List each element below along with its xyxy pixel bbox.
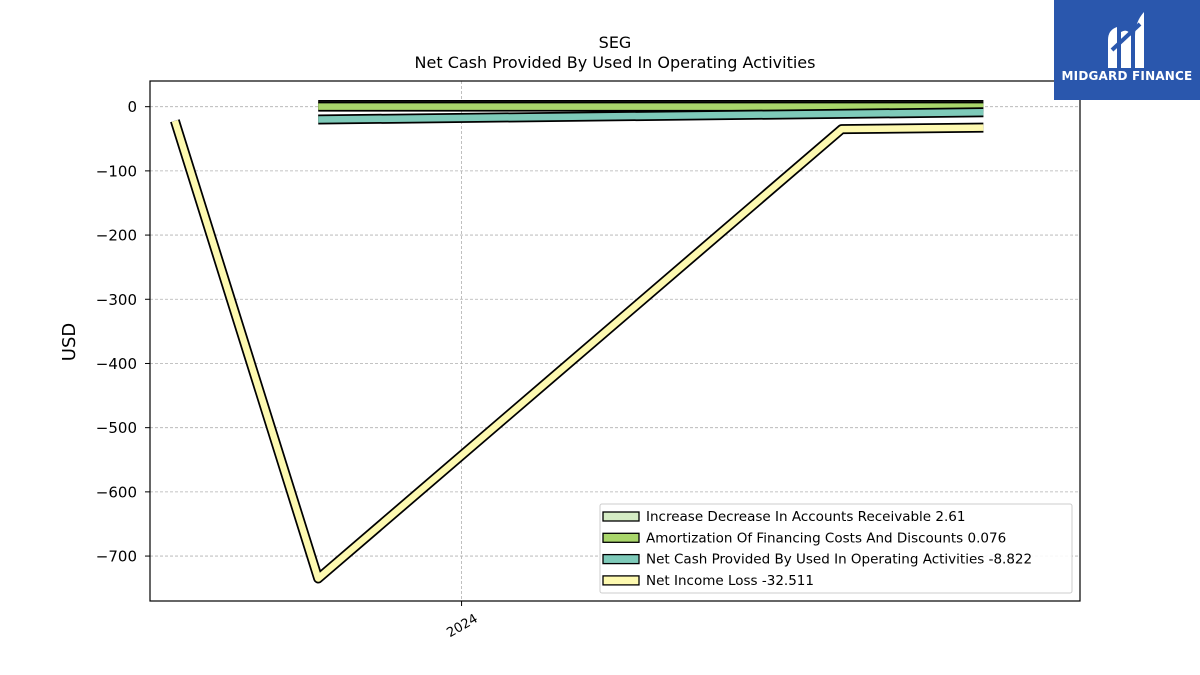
- y-tick-label: −600: [96, 483, 137, 501]
- chart-title: SEG: [599, 33, 632, 52]
- x-tick-label: 2024: [444, 611, 480, 641]
- y-tick-label: −300: [96, 291, 137, 309]
- plot-frame: [149, 80, 1081, 602]
- y-tick-label: −500: [96, 419, 137, 437]
- chart-subtitle: Net Cash Provided By Used In Operating A…: [415, 53, 816, 72]
- midgard-finance-logo: MIDGARD FINANCE: [1054, 0, 1200, 100]
- legend-swatch: [602, 511, 640, 522]
- logo-mark-icon: [1108, 12, 1144, 69]
- series-line: [318, 109, 984, 123]
- y-tick-label: −700: [96, 548, 137, 566]
- x-axis: 2024: [444, 601, 481, 641]
- series-line: [171, 119, 984, 582]
- y-axis: 0 −100 −200 −300 −400 −500 −600 −700: [96, 98, 150, 566]
- legend-swatch: [602, 553, 640, 565]
- legend-label: Net Cash Provided By Used In Operating A…: [646, 552, 1032, 568]
- y-tick-label: −400: [96, 355, 137, 373]
- legend-label: Increase Decrease In Accounts Receivable…: [646, 509, 965, 525]
- logo-text: MIDGARD FINANCE: [1061, 69, 1193, 83]
- legend-swatch: [602, 532, 640, 543]
- legend-swatch: [602, 575, 640, 586]
- y-tick-label: −100: [96, 162, 137, 180]
- legend-label: Net Income Loss -32.511: [646, 573, 814, 589]
- legend[interactable]: Increase Decrease In Accounts Receivable…: [599, 503, 1073, 594]
- legend-box: [599, 503, 1073, 594]
- y-tick-label: 0: [127, 98, 137, 116]
- y-axis-label: USD: [59, 323, 80, 361]
- series-layer: [170, 100, 984, 584]
- grid: [150, 81, 1080, 601]
- legend-label: Amortization Of Financing Costs And Disc…: [646, 530, 1006, 546]
- y-tick-label: −200: [96, 227, 137, 245]
